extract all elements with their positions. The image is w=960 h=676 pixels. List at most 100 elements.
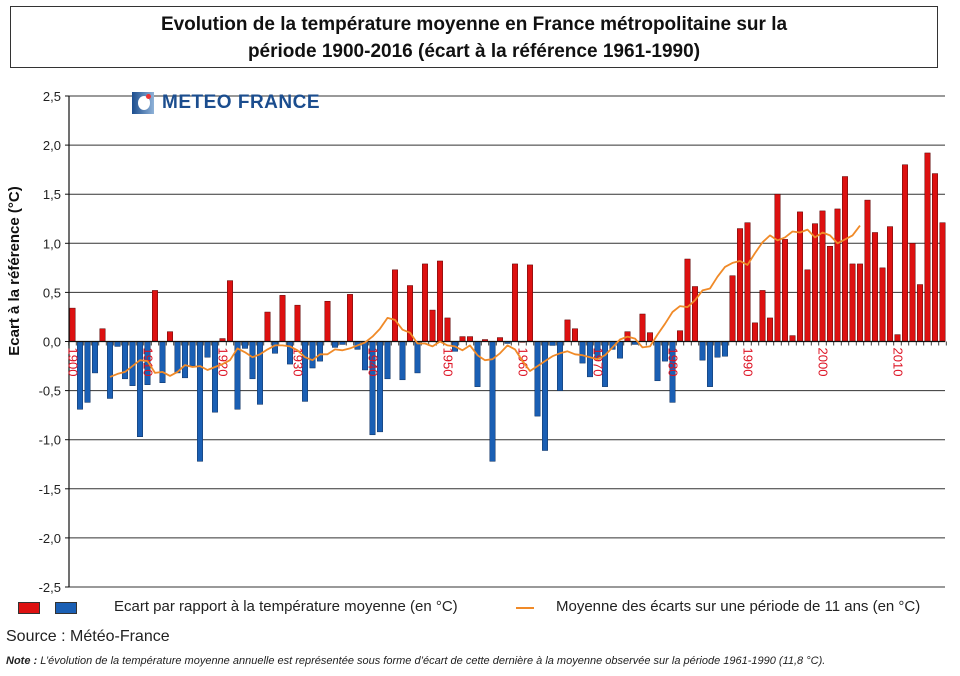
bar-1985 bbox=[707, 341, 713, 387]
bar-2000 bbox=[819, 210, 826, 342]
bar-1900 bbox=[69, 307, 76, 342]
bar-1905 bbox=[107, 341, 113, 399]
bar-1987 bbox=[722, 341, 728, 357]
bar-1973 bbox=[617, 341, 623, 359]
bar-1961 bbox=[527, 264, 533, 342]
bar-2006 bbox=[864, 199, 871, 342]
bar-1981 bbox=[677, 330, 683, 342]
bar-1967 bbox=[572, 328, 578, 342]
x-tick-label: 1920 bbox=[216, 348, 231, 377]
bar-1968 bbox=[579, 341, 586, 364]
bar-1943 bbox=[392, 269, 398, 342]
bar-2008 bbox=[879, 267, 886, 342]
bar-2004 bbox=[849, 263, 856, 342]
legend-swatch-line bbox=[516, 607, 534, 609]
bar-2003 bbox=[842, 176, 848, 342]
bar-1926 bbox=[264, 311, 271, 342]
bar-2005 bbox=[857, 263, 863, 342]
note-text: Note : L’évolution de la température moy… bbox=[6, 655, 825, 667]
bar-1998 bbox=[804, 269, 811, 342]
bar-1982 bbox=[684, 258, 691, 342]
bar-2011 bbox=[902, 164, 908, 342]
y-axis-label: Ecart à la référence (°C) bbox=[6, 186, 23, 355]
x-tick-label: 2000 bbox=[816, 348, 831, 377]
bar-1912 bbox=[159, 341, 166, 383]
temperature-chart: 2,5 2,0 1,5 1,0 0,5 0,0 -0,5 -1,0 -1,5 -2,0 -2,5 1… bbox=[6, 89, 947, 595]
bar-1944 bbox=[399, 341, 406, 381]
bar-1996 bbox=[789, 335, 796, 342]
bar-1988 bbox=[729, 275, 736, 342]
x-tick-label: 1950 bbox=[441, 348, 456, 377]
y-tick-label: 2,0 bbox=[43, 138, 61, 153]
y-tick-label: -2,5 bbox=[39, 580, 61, 595]
bar-1976 bbox=[639, 313, 646, 342]
bar-1994 bbox=[774, 193, 781, 342]
y-tick-label: -1,0 bbox=[39, 433, 61, 448]
bar-1984 bbox=[699, 341, 706, 361]
bar-1914 bbox=[174, 341, 181, 374]
bar-2007 bbox=[872, 232, 878, 342]
bar-1917 bbox=[197, 341, 203, 462]
bar-1983 bbox=[692, 286, 698, 342]
bar-1953 bbox=[467, 336, 473, 342]
bar-1916 bbox=[189, 341, 196, 367]
y-tick-label: 1,0 bbox=[43, 236, 61, 251]
x-tick-label: 1980 bbox=[666, 348, 681, 377]
bar-2012 bbox=[909, 243, 916, 342]
bar-1903 bbox=[92, 341, 98, 374]
note-prefix: Note : bbox=[6, 655, 38, 667]
x-tick-label: 1900 bbox=[66, 348, 81, 377]
bar-1918 bbox=[204, 341, 211, 358]
bar-1986 bbox=[714, 341, 721, 358]
bar-1933 bbox=[317, 341, 323, 362]
bar-2010 bbox=[894, 334, 901, 342]
bar-1946 bbox=[414, 341, 421, 374]
bar-2015 bbox=[932, 173, 938, 342]
chart-title-box: Evolution de la température moyenne en F… bbox=[10, 6, 938, 68]
bar-1921 bbox=[227, 280, 233, 342]
bar-1993 bbox=[767, 317, 773, 342]
y-axis-ticks: 2,5 2,0 1,5 1,0 0,5 0,0 -0,5 -1,0 -1,5 -2,0 -2,5 bbox=[39, 89, 70, 595]
note-body: L’évolution de la température moyenne an… bbox=[37, 655, 826, 667]
y-tick-label: 1,5 bbox=[43, 187, 61, 202]
logo-text: METEO FRANCE bbox=[162, 92, 320, 113]
legend-label-bars: Ecart par rapport à la température moyen… bbox=[114, 598, 458, 615]
y-tick-label: -0,5 bbox=[39, 384, 61, 399]
bar-1937 bbox=[347, 294, 353, 342]
bar-1942 bbox=[384, 341, 391, 380]
y-tick-label: 0,0 bbox=[43, 335, 61, 350]
bar-1978 bbox=[654, 341, 661, 382]
chart-title-line-1: Evolution de la température moyenne en F… bbox=[160, 14, 788, 35]
y-tick-label: 0,5 bbox=[43, 285, 61, 300]
x-tick-label: 1940 bbox=[366, 348, 381, 377]
logo-red-dot bbox=[146, 94, 151, 99]
bar-1992 bbox=[759, 290, 766, 342]
anomaly-bars bbox=[69, 152, 946, 462]
bar-1965 bbox=[557, 341, 563, 391]
bar-1977 bbox=[647, 332, 653, 342]
y-tick-label: 2,5 bbox=[43, 89, 61, 104]
y-tick-label: -2,0 bbox=[39, 531, 61, 546]
bar-2016 bbox=[939, 222, 946, 342]
bar-1990 bbox=[744, 222, 751, 342]
bar-1948 bbox=[429, 309, 436, 342]
bar-1915 bbox=[182, 341, 188, 379]
bar-1952 bbox=[459, 336, 466, 342]
bar-1906 bbox=[114, 341, 121, 347]
legend-swatch-positive bbox=[18, 602, 40, 614]
bar-1913 bbox=[167, 331, 173, 342]
bar-1930 bbox=[294, 304, 301, 342]
bar-1925 bbox=[257, 341, 263, 405]
bar-1995 bbox=[782, 239, 788, 342]
bar-1924 bbox=[249, 341, 256, 380]
bar-1932 bbox=[309, 341, 316, 369]
bar-1934 bbox=[324, 300, 331, 342]
x-tick-label: 2010 bbox=[891, 348, 906, 377]
bar-1911 bbox=[152, 290, 158, 342]
y-tick-label: -1,5 bbox=[39, 482, 61, 497]
bar-2001 bbox=[827, 245, 833, 342]
bar-1962 bbox=[534, 341, 541, 417]
bar-2002 bbox=[834, 208, 841, 342]
bar-2014 bbox=[924, 152, 931, 342]
bar-1947 bbox=[422, 263, 428, 342]
